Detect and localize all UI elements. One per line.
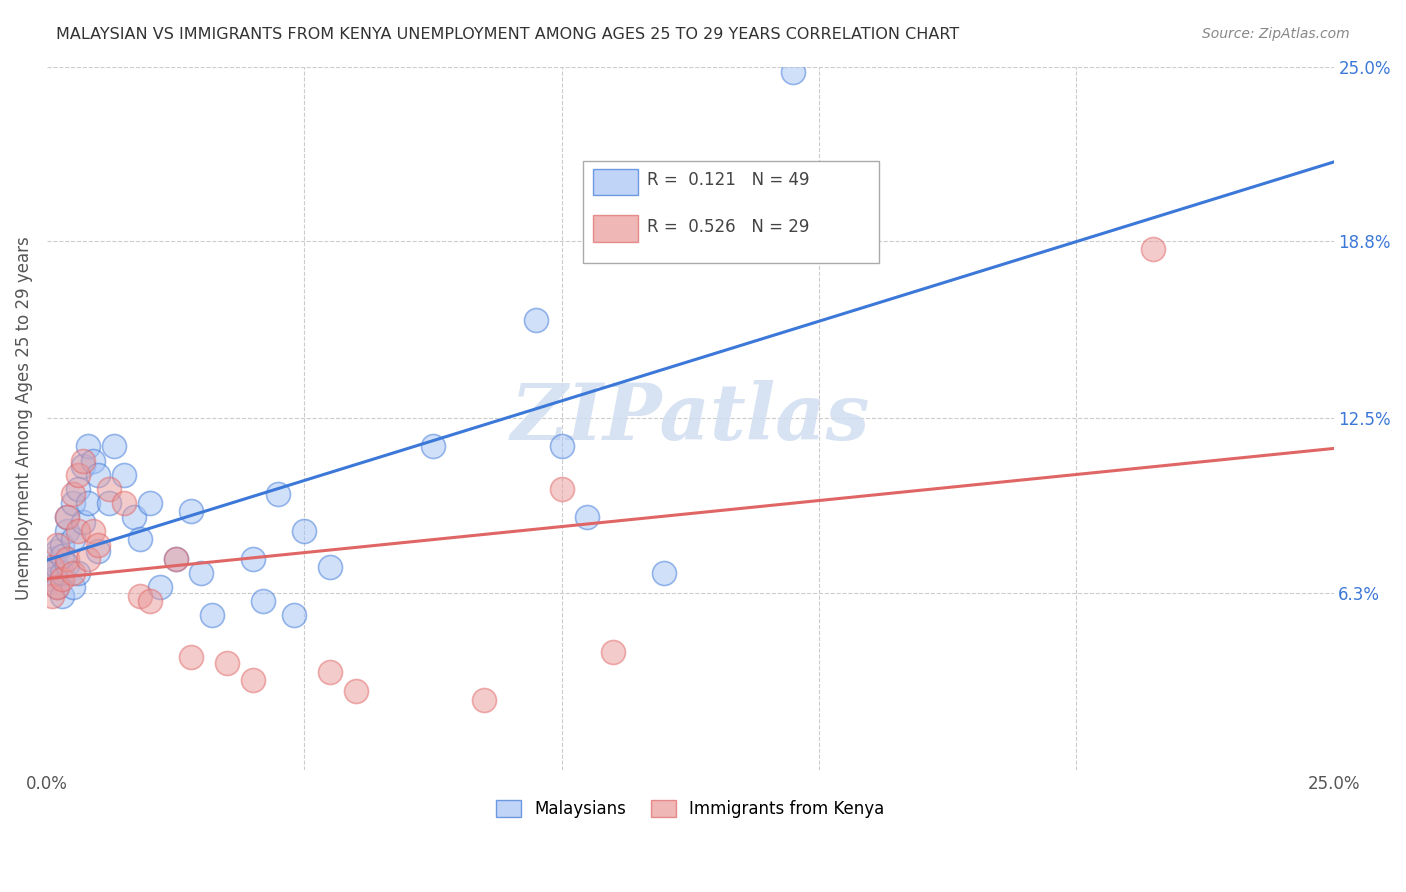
Point [87, 538, 110, 552]
Point [77, 439, 100, 453]
Point [319, 665, 342, 679]
Point [654, 566, 676, 580]
Point [834, 186, 856, 201]
Point [344, 684, 367, 698]
Point [56, 524, 79, 538]
Point [72, 516, 94, 530]
Point [139, 594, 162, 608]
Point [56, 552, 79, 566]
Point [77, 496, 100, 510]
Text: MALAYSIAN VS IMMIGRANTS FROM KENYA UNEMPLOYMENT AMONG AGES 25 TO 29 YEARS CORREL: MALAYSIAN VS IMMIGRANTS FROM KENYA UNEMP… [56, 27, 959, 42]
Point [472, 692, 495, 706]
Point [576, 509, 599, 524]
Point [128, 589, 150, 603]
Point [87, 467, 110, 482]
Point [62, 533, 84, 547]
Point [82, 524, 104, 538]
Point [72, 453, 94, 467]
Text: ZIPatlas: ZIPatlas [510, 380, 870, 457]
Point [46, 538, 69, 552]
Point [292, 524, 315, 538]
Point [66, 524, 89, 538]
Point [51, 566, 73, 580]
Point [56, 509, 79, 524]
Point [51, 549, 73, 564]
Point [267, 487, 290, 501]
Point [252, 594, 274, 608]
Y-axis label: Unemployment Among Ages 25 to 29 years: Unemployment Among Ages 25 to 29 years [15, 236, 32, 600]
Point [319, 560, 342, 574]
Point [422, 439, 444, 453]
Point [200, 608, 222, 623]
Point [66, 566, 89, 580]
Point [180, 504, 202, 518]
Point [41, 552, 63, 566]
Point [283, 608, 305, 623]
Point [87, 543, 110, 558]
Point [41, 566, 63, 580]
Point [51, 589, 73, 603]
Point [97, 496, 120, 510]
Point [46, 580, 69, 594]
Legend: Malaysians, Immigrants from Kenya: Malaysians, Immigrants from Kenya [489, 794, 891, 825]
Text: R =  0.121   N = 49: R = 0.121 N = 49 [647, 171, 810, 189]
Point [242, 552, 264, 566]
Point [550, 439, 572, 453]
Point [51, 572, 73, 586]
Point [242, 673, 264, 687]
Point [139, 496, 162, 510]
Point [41, 560, 63, 574]
Point [524, 313, 547, 327]
Point [124, 509, 146, 524]
Point [66, 482, 89, 496]
Point [180, 650, 202, 665]
Point [112, 496, 135, 510]
Point [215, 656, 238, 670]
Point [46, 543, 69, 558]
Point [550, 482, 572, 496]
Point [62, 487, 84, 501]
Point [128, 533, 150, 547]
Point [66, 467, 89, 482]
Point [41, 589, 63, 603]
Point [46, 580, 69, 594]
Point [77, 552, 100, 566]
Text: R =  0.526   N = 29: R = 0.526 N = 29 [647, 219, 808, 236]
Point [97, 482, 120, 496]
Point [149, 580, 172, 594]
Point [56, 509, 79, 524]
Point [602, 645, 624, 659]
Point [190, 566, 212, 580]
Point [112, 467, 135, 482]
Point [62, 496, 84, 510]
Text: Source: ZipAtlas.com: Source: ZipAtlas.com [1202, 27, 1350, 41]
Point [46, 560, 69, 574]
Point [62, 566, 84, 580]
Point [1142, 243, 1164, 257]
Point [56, 558, 79, 572]
Point [51, 538, 73, 552]
Point [82, 453, 104, 467]
Point [165, 552, 187, 566]
Point [782, 65, 804, 79]
Point [72, 459, 94, 474]
Point [41, 572, 63, 586]
Point [165, 552, 187, 566]
Point [62, 580, 84, 594]
Point [103, 439, 125, 453]
